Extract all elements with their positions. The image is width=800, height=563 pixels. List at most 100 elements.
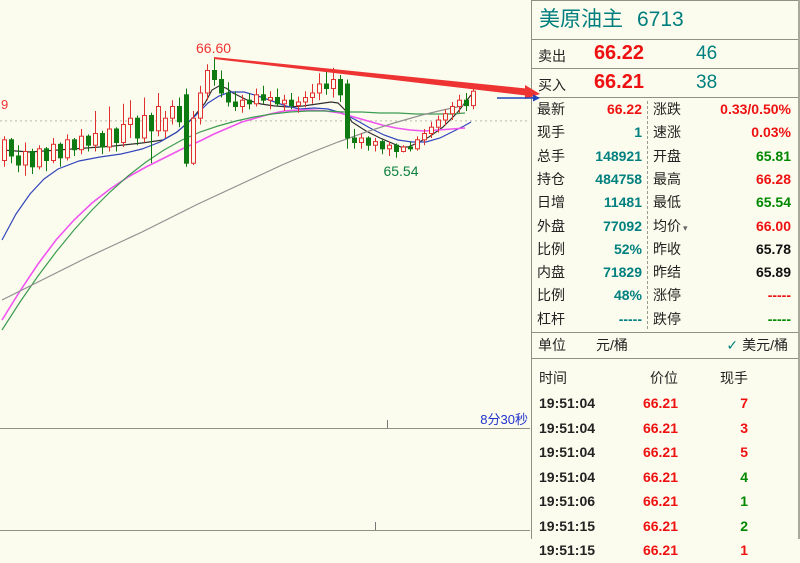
stat-label: 跌停: [653, 310, 681, 327]
stat-label: 速涨: [653, 124, 681, 141]
stat-value: 0.03%: [751, 124, 791, 141]
col-header-volume: 现手: [720, 370, 748, 386]
unit-option-usd[interactable]: ✓ 美元/桶: [726, 333, 788, 358]
tick-time: 19:51:04: [539, 468, 596, 485]
stat-label: 比例: [537, 240, 565, 257]
tick-price: 66.21: [642, 493, 678, 509]
tick-volume: 1: [740, 493, 748, 509]
tick-volume: 3: [740, 419, 748, 436]
ma-green: [1, 110, 466, 331]
candlestick-chart[interactable]: 66.60 65.54 8分30秒 9: [0, 0, 540, 539]
candle-body: [212, 70, 217, 80]
tick-volume: 1: [740, 542, 748, 558]
candle-body: [408, 146, 413, 150]
tick-row[interactable]: 19:51:04 66.21 4: [532, 465, 798, 490]
candle-body: [233, 101, 238, 107]
stat-均价[interactable]: 均价 ▾ 66.00: [653, 215, 791, 238]
stat-最新: 最新 66.22: [537, 98, 642, 121]
stat-value: -----: [767, 287, 791, 304]
col-header-price: 价位: [650, 370, 678, 386]
stat-涨跌: 涨跌 0.33/0.50%: [653, 98, 791, 121]
candle-body: [373, 141, 378, 146]
bid-quantity: 38: [696, 72, 718, 93]
stat-总手: 总手 148921: [537, 145, 642, 168]
tick-time: 19:51:06: [539, 493, 596, 509]
high-price-label: 66.60: [196, 40, 231, 56]
tick-time: 19:51:04: [539, 444, 596, 460]
stat-最低: 最低 65.54: [653, 191, 791, 214]
candle-body: [338, 79, 343, 96]
unit-label: 单位: [538, 337, 566, 353]
stat-label: 涨停: [653, 287, 681, 304]
chart-canvas: 66.60 65.54 8分30秒 9: [0, 40, 540, 531]
stat-涨停: 涨停 -----: [653, 284, 791, 307]
candle-body: [121, 124, 126, 143]
tick-row[interactable]: 19:51:04 66.21 3: [532, 416, 798, 441]
stat-value: 71829: [603, 264, 642, 281]
stat-value: 65.89: [755, 264, 791, 281]
candle-body: [135, 117, 140, 139]
candle-body: [93, 133, 98, 146]
candle-body: [226, 92, 231, 103]
tick-time: 19:51:04: [539, 395, 596, 411]
stat-value: 77092: [603, 217, 642, 234]
tick-time: 19:51:15: [539, 517, 596, 534]
candle-body: [352, 137, 357, 143]
instrument-title[interactable]: 美原油主 6713: [532, 0, 798, 40]
stat-label: 涨跌: [653, 101, 681, 117]
tick-row[interactable]: 19:51:04 66.21 5: [532, 440, 798, 465]
bid-row[interactable]: 买入 66.21 38: [532, 69, 798, 98]
stat-比例: 比例 48%: [537, 284, 642, 307]
tick-row[interactable]: 19:51:04 66.21 7: [532, 391, 798, 416]
bar-countdown-label: 8分30秒: [480, 412, 528, 427]
candle-body: [366, 137, 371, 146]
stat-label: 昨收: [653, 240, 681, 257]
candle-body: [436, 119, 441, 128]
stat-label: 比例: [537, 287, 565, 304]
unit-option-usd-label: 美元/桶: [742, 337, 788, 353]
candle-body: [72, 139, 77, 151]
candle-body: [310, 92, 315, 98]
stat-现手: 现手 1: [537, 121, 642, 144]
candle-body: [191, 117, 196, 164]
stat-杠杆: 杠杆 -----: [537, 308, 642, 331]
candle-body: [198, 92, 203, 119]
tick-price: 66.21: [642, 517, 678, 534]
unit-option-cny[interactable]: 元/桶: [596, 337, 628, 353]
bid-price: 66.21: [593, 71, 644, 93]
stat-label: 开盘: [653, 147, 681, 164]
candle-body: [345, 83, 350, 139]
tick-row[interactable]: 19:51:06 66.21 1: [532, 489, 798, 514]
stat-value: 48%: [613, 287, 642, 304]
stat-速涨: 速涨 0.03%: [653, 121, 791, 144]
stats-grid: 最新 66.22 现手 1 总手 148921 持仓 484758 日增 11481 外盘 77092…: [532, 98, 798, 333]
stat-label: 杠杆: [537, 310, 565, 327]
stats-column-divider: [647, 101, 648, 329]
candle-body: [443, 113, 448, 121]
chevron-down-icon[interactable]: ▾: [683, 222, 688, 233]
ask-label: 卖出: [538, 48, 566, 64]
stat-最高: 最高 66.28: [653, 168, 791, 191]
candle-body: [156, 106, 161, 132]
stat-label: 内盘: [537, 264, 565, 281]
candle-body: [359, 137, 364, 143]
candle-body: [261, 94, 266, 101]
candle-body: [205, 70, 210, 94]
stat-value: 0.33/0.50%: [720, 101, 791, 117]
stat-昨结: 昨结 65.89: [653, 261, 791, 284]
stat-label: 最低: [653, 194, 681, 211]
stat-开盘: 开盘 65.81: [653, 145, 791, 168]
candle-body: [128, 117, 133, 125]
tick-row[interactable]: 19:51:15 66.21 2: [532, 514, 798, 539]
tick-row[interactable]: 19:51:15 66.21 1: [532, 538, 798, 563]
stat-label: 均价: [653, 217, 681, 234]
ask-row[interactable]: 卖出 66.22 46: [532, 40, 798, 69]
stat-比例: 比例 52%: [537, 238, 642, 261]
candle-body: [86, 135, 91, 146]
candle-body: [58, 143, 63, 159]
instrument-code: 6713: [637, 8, 684, 31]
tick-volume: 2: [740, 517, 748, 534]
candle-body: [184, 94, 189, 164]
stat-昨收: 昨收 65.78: [653, 238, 791, 261]
candle-body: [51, 143, 56, 162]
